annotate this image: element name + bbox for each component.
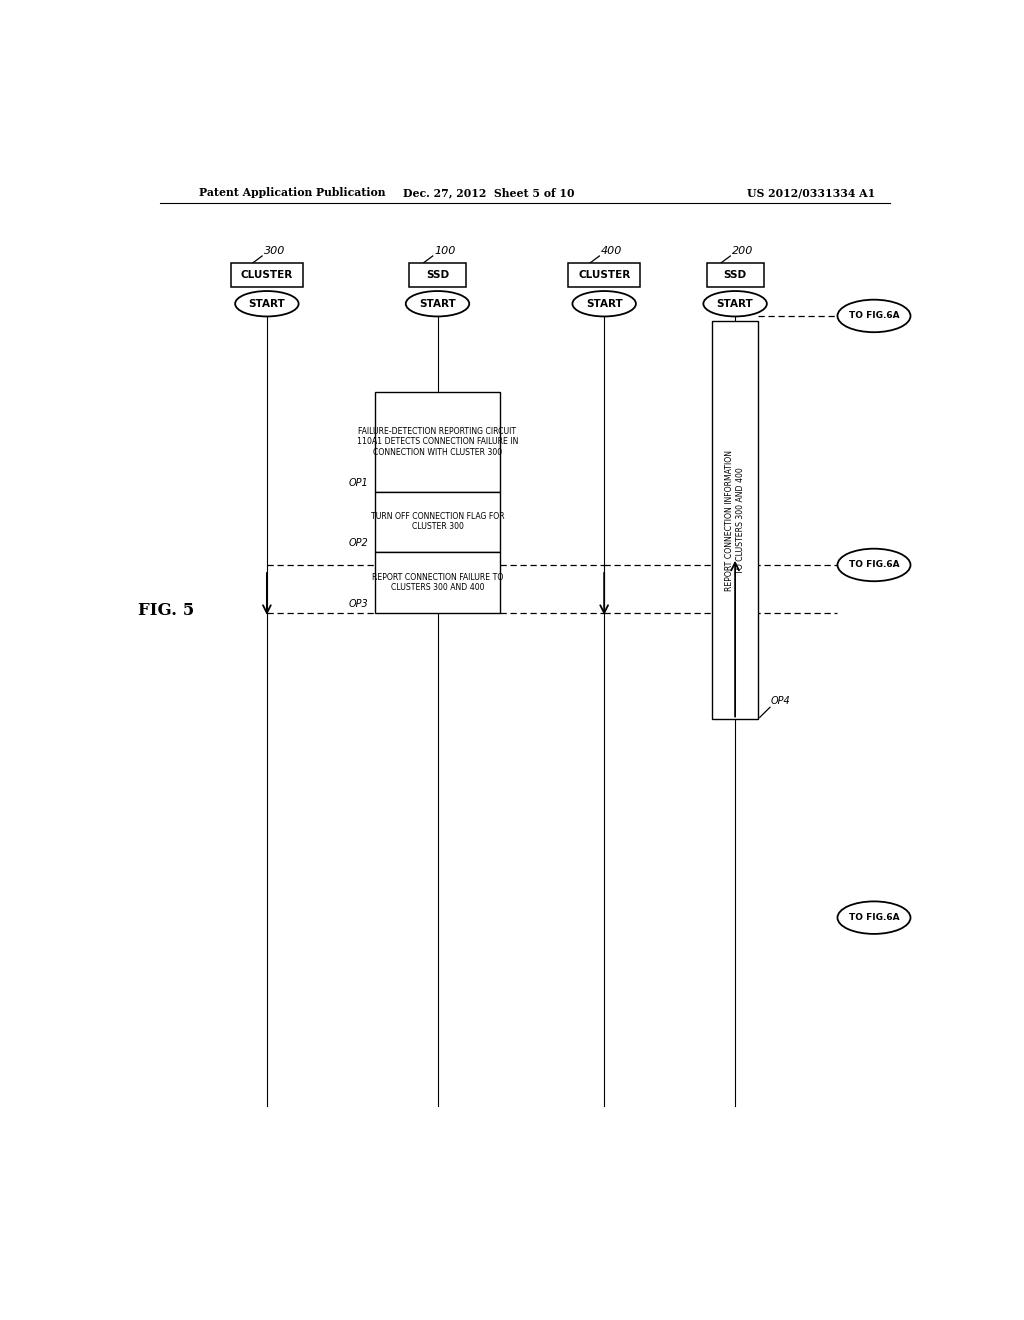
Ellipse shape xyxy=(838,902,910,935)
Text: CLUSTER: CLUSTER xyxy=(578,271,631,280)
Text: TO FIG.6A: TO FIG.6A xyxy=(849,561,899,569)
Text: FAILURE-DETECTION REPORTING CIRCUIT
110A1 DETECTS CONNECTION FAILURE IN
CONNECTI: FAILURE-DETECTION REPORTING CIRCUIT 110A… xyxy=(356,428,518,457)
Text: TO FIG.6A: TO FIG.6A xyxy=(849,312,899,321)
Text: FIG. 5: FIG. 5 xyxy=(138,602,195,619)
Text: REPORT CONNECTION FAILURE TO
CLUSTERS 300 AND 400: REPORT CONNECTION FAILURE TO CLUSTERS 30… xyxy=(372,573,503,591)
FancyBboxPatch shape xyxy=(375,552,500,612)
Text: 100: 100 xyxy=(434,246,456,256)
FancyBboxPatch shape xyxy=(375,392,500,492)
Text: START: START xyxy=(717,298,754,309)
Ellipse shape xyxy=(572,290,636,317)
Text: START: START xyxy=(419,298,456,309)
Text: OP4: OP4 xyxy=(771,696,791,706)
Text: SSD: SSD xyxy=(724,271,746,280)
FancyBboxPatch shape xyxy=(409,263,466,288)
FancyBboxPatch shape xyxy=(568,263,640,288)
Text: 400: 400 xyxy=(601,246,623,256)
Ellipse shape xyxy=(838,300,910,333)
Text: US 2012/0331334 A1: US 2012/0331334 A1 xyxy=(748,187,876,198)
Text: 300: 300 xyxy=(264,246,285,256)
FancyBboxPatch shape xyxy=(375,492,500,552)
Text: Patent Application Publication: Patent Application Publication xyxy=(200,187,386,198)
FancyBboxPatch shape xyxy=(231,263,303,288)
Text: CLUSTER: CLUSTER xyxy=(241,271,293,280)
Text: OP1: OP1 xyxy=(349,478,369,487)
Ellipse shape xyxy=(236,290,299,317)
Text: SSD: SSD xyxy=(426,271,450,280)
Ellipse shape xyxy=(406,290,469,317)
Ellipse shape xyxy=(838,549,910,581)
Text: Dec. 27, 2012  Sheet 5 of 10: Dec. 27, 2012 Sheet 5 of 10 xyxy=(403,187,574,198)
Text: REPORT CONNECTION INFORMATION
TO CLUSTERS 300 AND 400: REPORT CONNECTION INFORMATION TO CLUSTER… xyxy=(725,450,744,591)
Text: OP3: OP3 xyxy=(349,599,369,609)
Text: TO FIG.6A: TO FIG.6A xyxy=(849,913,899,923)
Text: OP2: OP2 xyxy=(349,537,369,548)
FancyBboxPatch shape xyxy=(712,321,758,719)
FancyBboxPatch shape xyxy=(707,263,764,288)
Ellipse shape xyxy=(703,290,767,317)
Text: 200: 200 xyxy=(732,246,754,256)
Text: START: START xyxy=(249,298,286,309)
Text: START: START xyxy=(586,298,623,309)
Text: TURN OFF CONNECTION FLAG FOR
CLUSTER 300: TURN OFF CONNECTION FLAG FOR CLUSTER 300 xyxy=(371,512,504,532)
